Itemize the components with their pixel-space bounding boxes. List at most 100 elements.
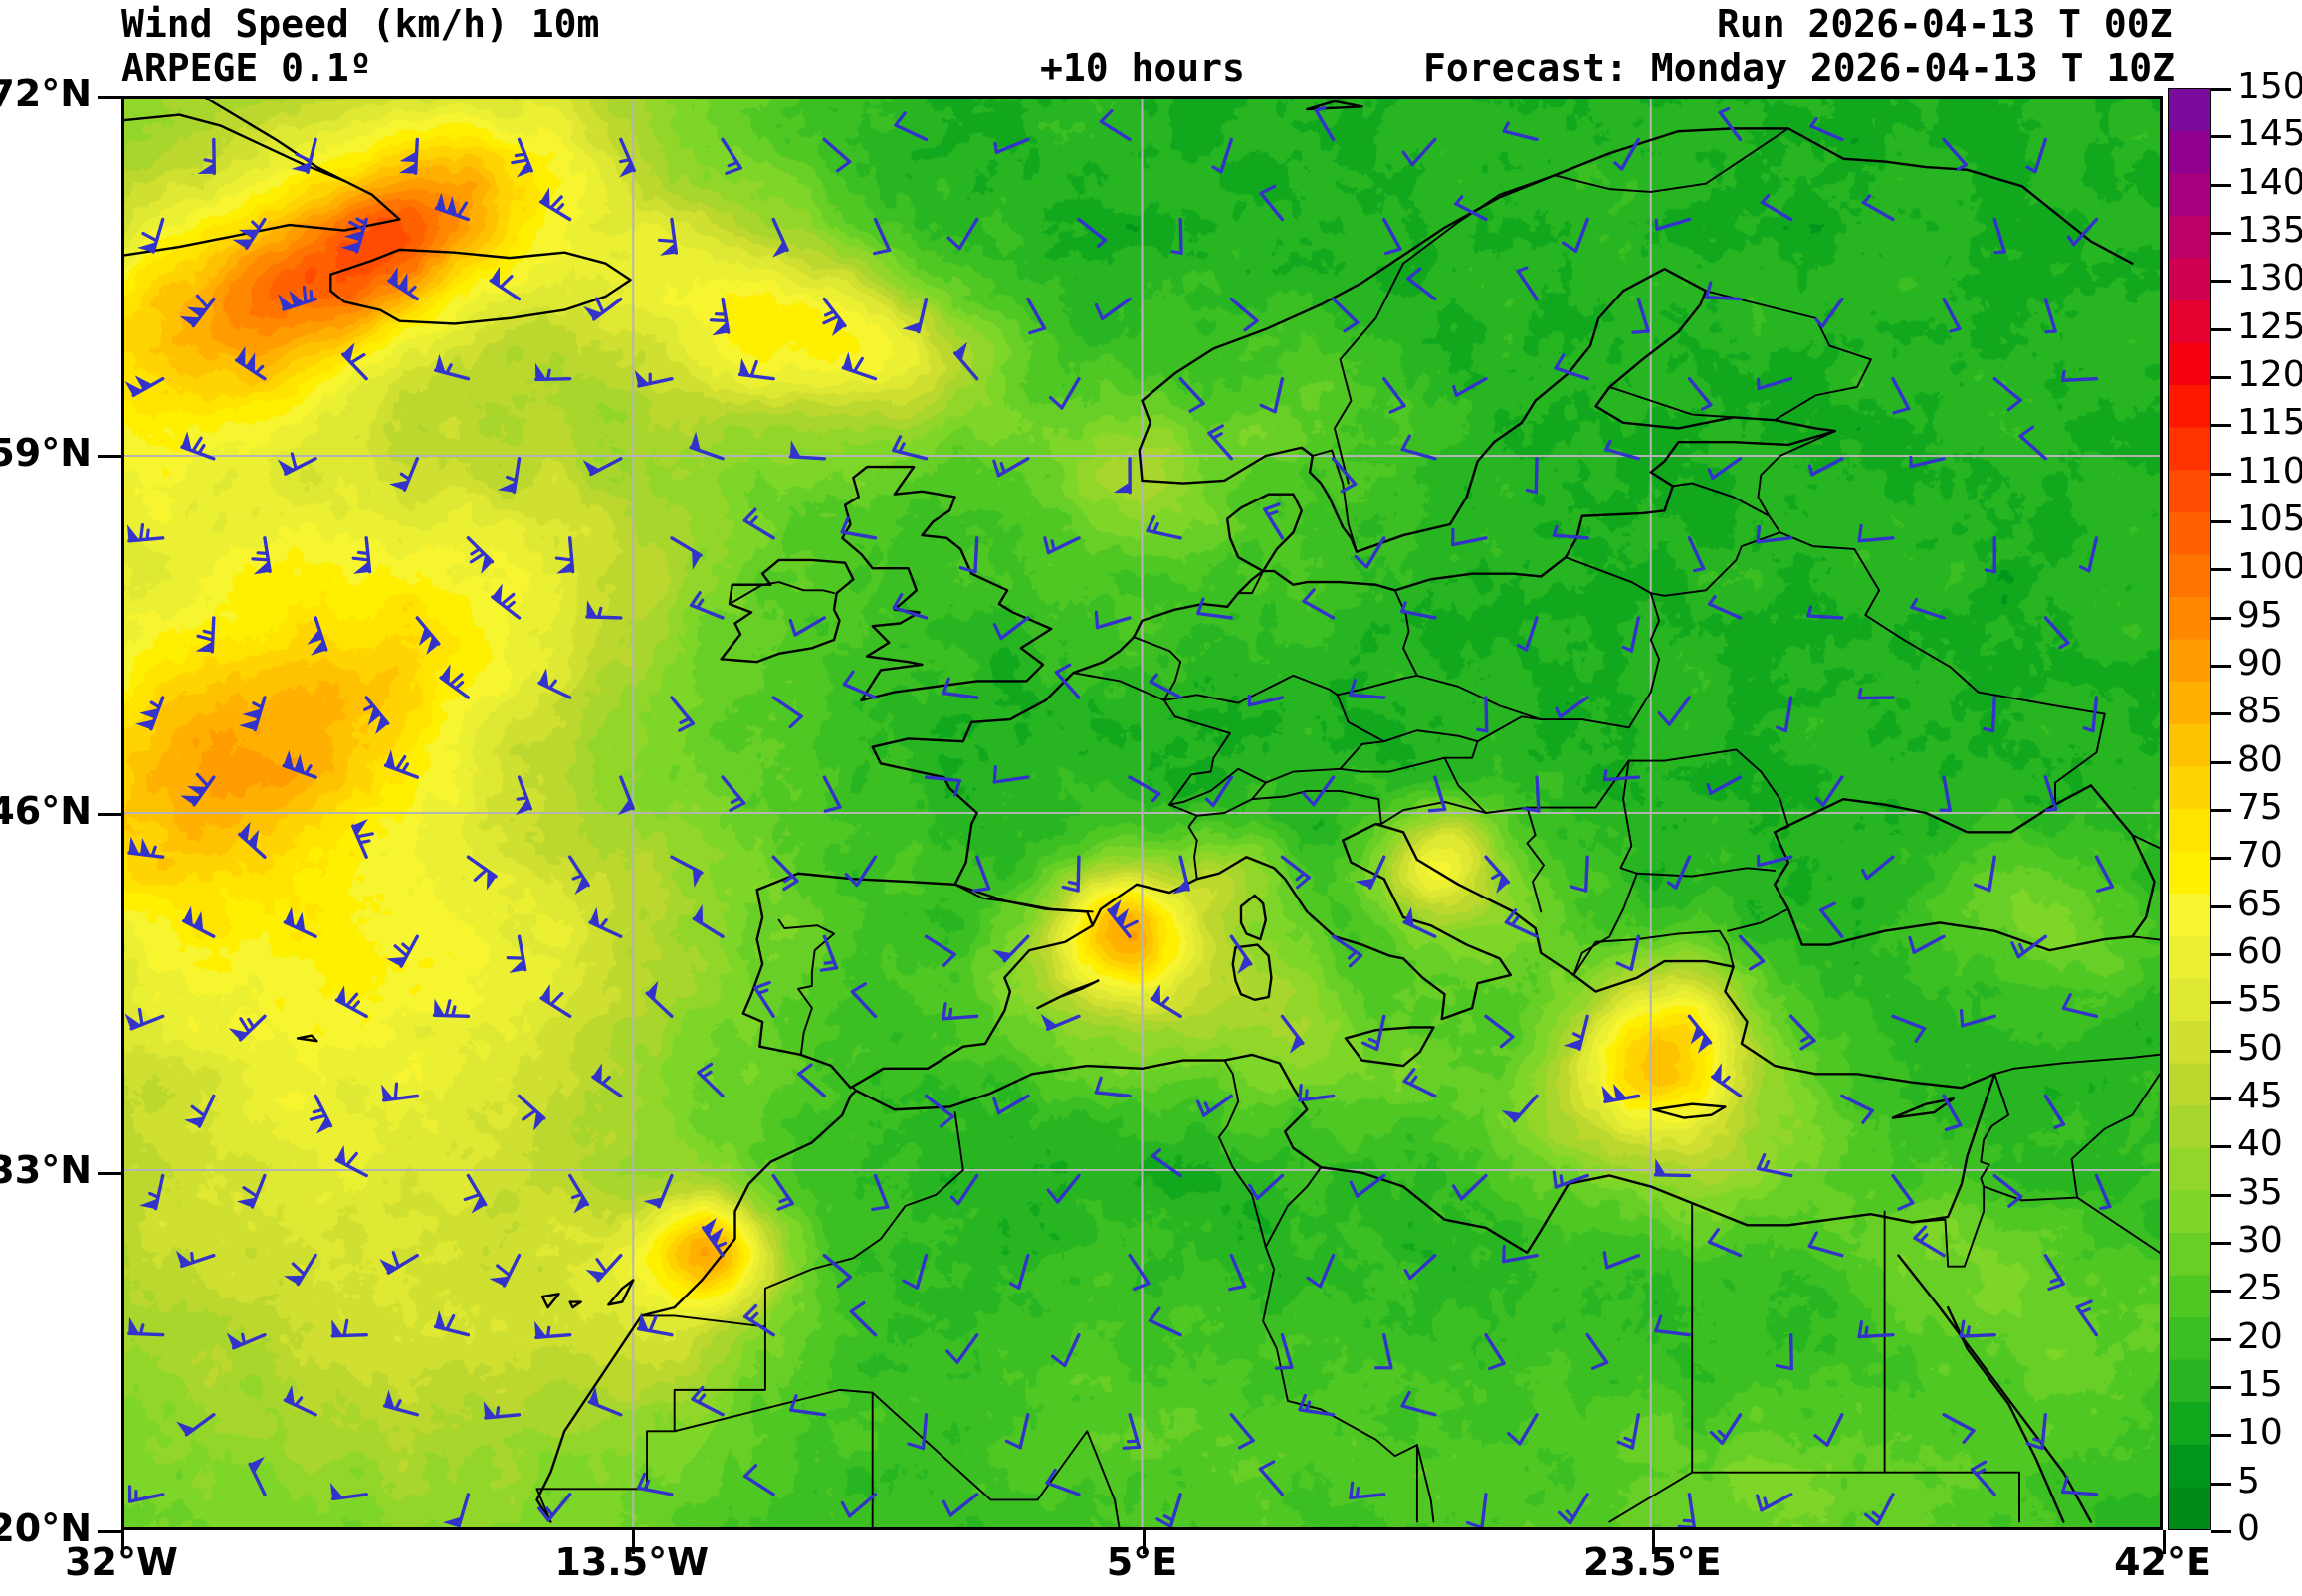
- colorbar-tick-label: 0: [2237, 1508, 2260, 1549]
- wind-barb: [1399, 601, 1437, 620]
- border-path-11: [1573, 931, 1733, 975]
- coastline-corsica: [1241, 896, 1266, 939]
- map-plot-area[interactable]: [121, 96, 2163, 1530]
- wind-barb: [1516, 616, 1539, 652]
- wind-barb: [1807, 1231, 1844, 1258]
- wind-barb: [1939, 775, 1952, 813]
- x-axis-tick: [121, 1530, 124, 1554]
- wind-barb: [1094, 610, 1132, 630]
- wind-barb: [1813, 1413, 1844, 1447]
- wind-barb: [179, 294, 216, 328]
- colorbar-tick-label: 35: [2237, 1171, 2283, 1213]
- wind-barb: [942, 677, 979, 699]
- wind-barb: [278, 286, 317, 311]
- wind-barb: [822, 297, 847, 336]
- wind-barb: [1349, 1173, 1386, 1198]
- wind-barb: [1128, 775, 1161, 803]
- wind-barb: [1146, 515, 1182, 540]
- colorbar-tick-label: 70: [2237, 835, 2283, 877]
- wind-barb: [137, 217, 165, 254]
- wind-barb: [1454, 195, 1488, 222]
- wind-barb: [742, 1303, 775, 1337]
- border-path-16: [1885, 1211, 2019, 1521]
- border-path-22: [765, 1112, 963, 1326]
- wind-barb: [588, 906, 623, 938]
- wind-barb: [1910, 597, 1946, 620]
- wind-barb: [1525, 457, 1539, 495]
- wind-barb: [771, 217, 789, 258]
- wind-barb: [822, 1253, 853, 1289]
- wind-barb: [992, 765, 1030, 784]
- wind-barb: [1913, 1225, 1946, 1258]
- coastline-norwayS: [1143, 448, 1358, 552]
- border-path-34: [1665, 269, 1871, 420]
- wind-barb: [1484, 1332, 1506, 1371]
- wind-barb: [689, 591, 725, 620]
- page-title: Wind Speed (km/h) 10m: [121, 2, 600, 46]
- wind-barb: [2043, 1094, 2066, 1129]
- wind-barb: [1942, 137, 1969, 171]
- y-axis-tick: [98, 813, 121, 816]
- wind-barb: [1840, 1094, 1874, 1124]
- colorbar-tick: [2211, 472, 2231, 476]
- wind-barb: [1687, 376, 1713, 411]
- wind-barb: [907, 1413, 929, 1451]
- wind-barb: [1554, 353, 1589, 381]
- wind-barb: [1400, 434, 1437, 461]
- wind-barb: [634, 369, 674, 388]
- wind-barb: [1302, 775, 1336, 807]
- wind-barb: [1155, 1493, 1182, 1527]
- coastline-britain: [842, 467, 1051, 700]
- wind-barb: [2010, 934, 2048, 959]
- wind-barb: [283, 1384, 317, 1417]
- wind-barb: [329, 1483, 368, 1501]
- wind-barb: [788, 616, 827, 637]
- colorbar-tick: [2211, 1145, 2231, 1149]
- colorbar-tick-label: 60: [2237, 931, 2283, 972]
- wind-barb: [184, 1094, 216, 1128]
- wind-barb: [1381, 217, 1402, 256]
- wind-barb: [1522, 775, 1541, 813]
- wind-barb: [176, 1413, 216, 1437]
- colorbar-tick: [2211, 183, 2231, 187]
- x-axis-tick: [1652, 1530, 1656, 1554]
- wind-barb: [692, 904, 725, 938]
- wind-barb: [2043, 616, 2070, 650]
- wind-barb: [1229, 1413, 1255, 1450]
- wind-barb: [2075, 1299, 2099, 1337]
- colorbar-tick: [2211, 809, 2231, 812]
- wind-barb: [236, 1173, 267, 1209]
- wind-barb: [534, 1320, 572, 1340]
- wind-barb: [849, 1301, 878, 1337]
- wind-barb: [1355, 855, 1386, 890]
- border-path-31: [1651, 532, 1780, 596]
- colorbar-tick-label: 75: [2237, 787, 2283, 828]
- border-path-49: [730, 582, 834, 604]
- wind-barb: [398, 137, 420, 175]
- wind-barb: [942, 1002, 979, 1021]
- colorbar-tick-label: 120: [2237, 354, 2302, 395]
- coastline-redSea: [1898, 1256, 2090, 1522]
- wind-barb: [1451, 527, 1488, 547]
- coastline-nWEurope: [873, 571, 1263, 885]
- wind-barb: [1280, 1014, 1305, 1054]
- wind-barb: [1908, 934, 1946, 954]
- wind-barb: [894, 111, 929, 142]
- wind-barb: [1172, 855, 1190, 895]
- wind-barb: [1259, 376, 1285, 414]
- wind-barb: [2066, 217, 2099, 247]
- wind-barb: [1891, 376, 1911, 415]
- border-path-28: [853, 1088, 856, 1091]
- colorbar-tick: [2211, 568, 2231, 572]
- wind-barb: [1552, 1170, 1589, 1189]
- wind-barb: [1616, 1413, 1641, 1450]
- wind-barb: [1504, 908, 1539, 938]
- wind-barb: [1401, 137, 1437, 167]
- colorbar-tick-label: 130: [2237, 258, 2302, 299]
- wind-barb: [126, 523, 165, 543]
- wind-barb: [291, 137, 317, 175]
- wind-barb: [1808, 116, 1844, 142]
- wind-barb: [924, 934, 956, 967]
- wind-barb: [844, 855, 878, 888]
